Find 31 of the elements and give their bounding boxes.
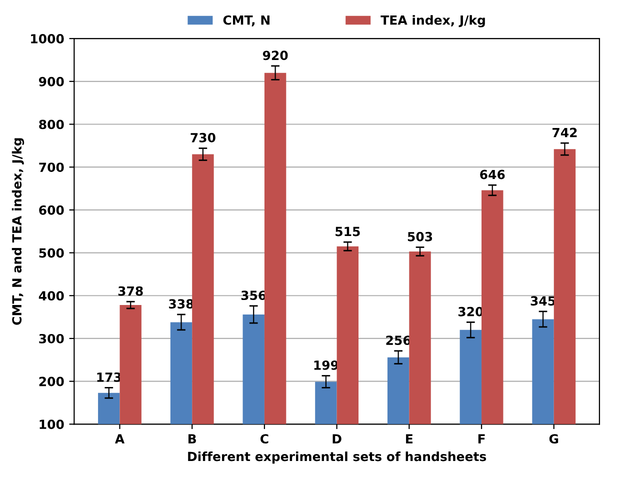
y-tick-label: 700 — [39, 162, 64, 172]
data-label: 503 — [408, 232, 432, 242]
x-tick-label: D — [332, 434, 342, 444]
data-label: 646 — [480, 170, 505, 180]
y-tick-label: 900 — [38, 76, 64, 86]
x-tick-label: A — [114, 434, 125, 444]
data-label: 256 — [386, 336, 411, 346]
y-tick-label: 300 — [39, 334, 64, 344]
y-tick-label: 500 — [39, 248, 64, 258]
x-tick-label: F — [478, 434, 485, 444]
y-tick-label: 800 — [39, 120, 64, 130]
y-tick-label: 1000 — [31, 34, 64, 44]
y-tick-label: 600 — [39, 205, 64, 215]
legend-label: TEA index, J/kg — [380, 15, 485, 28]
x-tick-label: G — [549, 434, 558, 444]
x-tick-label: E — [406, 434, 413, 444]
y-tick-label: 200 — [39, 376, 64, 386]
data-label: 378 — [118, 286, 143, 296]
data-label: 730 — [190, 132, 216, 142]
x-axis-title: Different experimental sets of handsheets — [188, 452, 486, 464]
x-tick-label: B — [188, 434, 196, 444]
x-tick-label: C — [260, 434, 268, 444]
data-label: 345 — [530, 296, 556, 306]
y-tick-label: 100 — [40, 420, 64, 430]
data-label: 920 — [262, 50, 288, 60]
data-label: 742 — [552, 128, 577, 138]
data-label: 515 — [336, 226, 360, 236]
data-label: 173 — [97, 372, 121, 382]
legend-label: CMT, N — [223, 15, 270, 26]
y-tick-label: 400 — [38, 291, 64, 301]
y-axis-title: CMT, N and TEA index, J/kg — [12, 138, 24, 325]
